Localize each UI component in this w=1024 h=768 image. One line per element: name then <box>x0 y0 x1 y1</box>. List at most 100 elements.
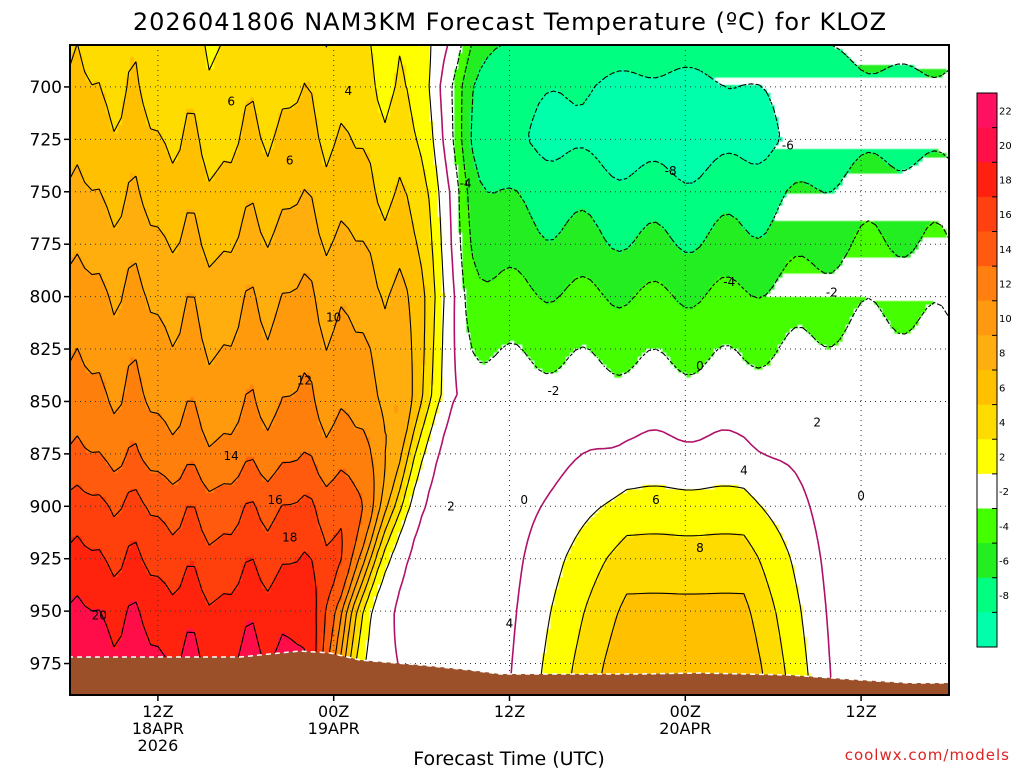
temperature-cell <box>886 241 919 246</box>
contour-line-6 <box>70 45 767 695</box>
temperature-cell <box>746 537 783 542</box>
temperature-cell <box>330 481 355 486</box>
temperature-cell <box>274 521 319 526</box>
temperature-cell <box>370 621 551 626</box>
temperature-cell <box>702 297 867 302</box>
temperature-cell <box>614 617 751 622</box>
temperature-cell <box>70 425 167 430</box>
temperature-cell <box>202 337 235 342</box>
temperature-cell <box>642 165 667 170</box>
temperature-cell <box>718 217 739 222</box>
temperature-cell <box>198 405 243 410</box>
temperature-cell <box>634 533 675 538</box>
temperature-cell <box>242 509 259 514</box>
temperature-cell <box>522 197 783 202</box>
temperature-cell <box>378 397 415 402</box>
temperature-cell <box>530 129 779 134</box>
temperature-cell <box>70 461 107 466</box>
temperature-cell <box>434 341 443 346</box>
temperature-cell <box>434 337 443 342</box>
temperature-cell <box>358 605 367 610</box>
temperature-cell <box>454 93 463 98</box>
temperature-cell <box>350 617 355 622</box>
temperature-cell <box>142 617 319 622</box>
temperature-cell <box>70 257 83 262</box>
temperature-cell <box>398 465 407 470</box>
temperature-cell <box>202 589 235 594</box>
temperature-cell <box>70 565 111 570</box>
temperature-cell <box>118 225 159 230</box>
temperature-cell <box>262 649 275 654</box>
temperature-cell <box>522 345 583 350</box>
temperature-cell <box>310 377 375 382</box>
temperature-cell <box>342 549 355 554</box>
temperature-cell <box>294 205 315 210</box>
temperature-cell <box>430 197 439 202</box>
temperature-cell <box>122 305 147 310</box>
temperature-cell <box>206 437 219 442</box>
temperature-cell <box>546 641 579 646</box>
temperature-cell <box>374 505 379 510</box>
temperature-cell <box>454 97 463 102</box>
temperature-cell <box>138 273 303 278</box>
temperature-cell <box>426 181 439 186</box>
temperature-cell <box>606 657 763 662</box>
temperature-cell <box>70 473 163 478</box>
temperature-cell <box>434 297 443 302</box>
temperature-cell <box>70 125 111 130</box>
temperature-cell <box>534 145 775 150</box>
temperature-cell <box>602 229 643 234</box>
temperature-cell <box>350 565 359 570</box>
temperature-cell <box>142 277 303 282</box>
temperature-cell <box>466 185 483 190</box>
temperature-cell <box>382 421 411 426</box>
temperature-cell <box>382 537 391 542</box>
temperature-cell <box>338 569 351 574</box>
temperature-cell <box>426 353 435 358</box>
temperature-cell <box>754 633 779 638</box>
temperature-cell <box>926 229 947 234</box>
temperature-cell <box>78 349 207 354</box>
temperature-cell <box>254 109 283 114</box>
temperature-cell <box>70 621 107 626</box>
temperature-cell <box>530 133 779 138</box>
contour-line-2 <box>360 45 811 695</box>
temperature-cell <box>366 581 375 586</box>
temperature-cell <box>346 409 383 414</box>
temperature-cell <box>182 517 199 522</box>
temperature-cell <box>730 213 775 218</box>
temperature-cell <box>638 233 671 238</box>
temperature-cell <box>422 429 431 434</box>
temperature-cell <box>318 121 415 126</box>
temperature-cell <box>258 213 279 218</box>
temperature-cell <box>470 129 531 134</box>
temperature-cell <box>122 461 147 466</box>
temperature-cell <box>694 305 859 310</box>
temperature-cell <box>342 545 355 550</box>
temperature-cell <box>178 241 203 246</box>
temperature-cell <box>618 613 751 618</box>
temperature-cell <box>70 653 167 658</box>
temperature-cell <box>238 241 263 246</box>
temperature-cell <box>546 633 579 638</box>
temperature-cell <box>314 213 383 218</box>
temperature-cell <box>602 161 647 166</box>
temperature-cell <box>366 549 375 554</box>
temperature-cell <box>522 349 575 354</box>
temperature-cell <box>738 349 779 354</box>
temperature-cell <box>322 481 331 486</box>
temperature-cell <box>182 229 199 234</box>
temperature-cell <box>206 61 215 66</box>
pressure-tick-label: 750 <box>30 183 62 203</box>
temperature-cell <box>426 309 435 314</box>
temperature-cell <box>786 261 811 266</box>
temperature-cell <box>270 329 323 334</box>
temperature-cell <box>318 641 323 646</box>
temperature-cell <box>254 397 283 402</box>
temperature-cell <box>922 313 947 318</box>
temperature-cell <box>454 161 463 166</box>
temperature-cell <box>202 585 239 590</box>
temperature-cell <box>462 93 475 98</box>
temperature-cell <box>790 185 815 190</box>
